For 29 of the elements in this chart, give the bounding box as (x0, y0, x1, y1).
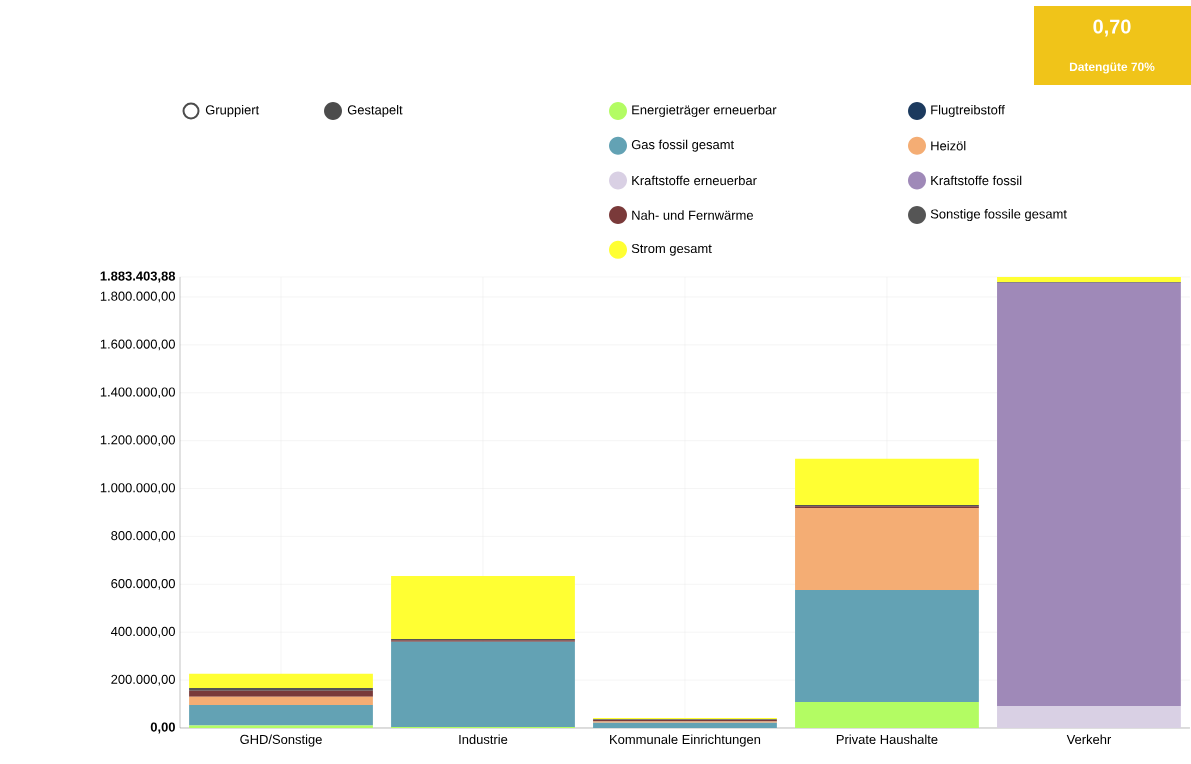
text: Gestapelt (347, 104, 403, 118)
y-tick-label: 200.000,00 (111, 674, 175, 686)
x-tick-label: Private Haushalte (836, 734, 938, 745)
legend-label: Gas fossil gesamt (631, 139, 735, 152)
text: Gruppiert (205, 104, 260, 118)
legend-label: Kraftstoffe erneuerbar (632, 175, 757, 186)
y-tick-label: 600.000,00 (111, 578, 175, 590)
legend-label: Energieträger erneuerbar (632, 104, 777, 118)
y-tick-label: 1.000.000,00 (100, 483, 175, 494)
x-tick-label: Kommunale Einrichtungen (610, 734, 761, 747)
legend-label: Heizöl (931, 140, 966, 151)
x-tick-label: Verkehr (1066, 734, 1112, 745)
y-tick-label: 1.800.000,00 (100, 291, 175, 303)
legend-label: Kraftstoffe fossil (931, 175, 1022, 186)
legend-label: Flugtreibstoff (931, 104, 1005, 118)
y-tick-label: 1.200.000,00 (100, 435, 175, 446)
text: Datengüte 70% (1069, 62, 1155, 74)
text: 0,70 (1093, 19, 1131, 37)
x-tick-label: Industrie (459, 734, 508, 745)
legend-label: Sonstige fossile gesamt (930, 209, 1067, 222)
x-tick-label: GHD/Sonstige (240, 734, 322, 747)
legend-label: Strom gesamt (631, 243, 712, 256)
y-tick-label: 400.000,00 (110, 626, 175, 638)
y-tick-label: 800.000,00 (111, 531, 175, 542)
y-tick-label: 1.400.000,00 (100, 387, 175, 399)
legend-label: Nah- und Fernwärme (632, 210, 753, 220)
y-tick-label: 0,00 (150, 722, 175, 734)
y-tick-label: 1.600.000,00 (100, 339, 175, 351)
y-tick-label: 1.883.403,88 (100, 271, 176, 283)
